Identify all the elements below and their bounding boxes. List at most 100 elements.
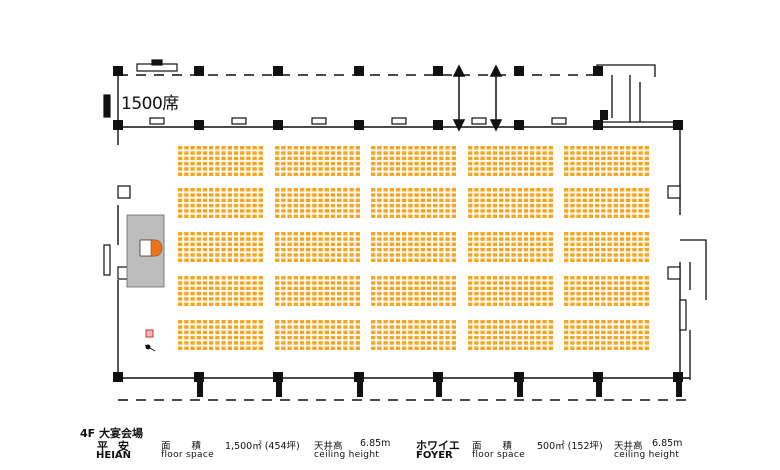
seat xyxy=(355,276,360,280)
seat xyxy=(420,214,425,218)
seat xyxy=(178,286,183,291)
seat xyxy=(523,286,529,291)
seat xyxy=(523,297,529,301)
seat xyxy=(233,151,239,155)
seat xyxy=(306,237,311,241)
seat-block xyxy=(468,232,553,262)
seat xyxy=(595,232,600,236)
seat xyxy=(293,276,298,280)
seat xyxy=(371,302,376,306)
seat xyxy=(312,253,317,257)
seat xyxy=(337,341,342,345)
seat xyxy=(389,209,394,213)
seat xyxy=(523,214,529,218)
seat xyxy=(564,286,569,291)
seat xyxy=(324,161,329,166)
seat xyxy=(389,286,394,291)
seat xyxy=(570,286,575,291)
seat xyxy=(330,341,336,345)
seat xyxy=(202,198,208,203)
seat xyxy=(258,341,263,345)
seat-block xyxy=(178,320,263,350)
seat xyxy=(468,346,473,350)
seat xyxy=(542,325,547,329)
seat xyxy=(299,193,305,197)
seat xyxy=(426,276,432,280)
seat xyxy=(517,297,522,301)
seat xyxy=(389,281,394,285)
seat xyxy=(474,214,479,218)
seat xyxy=(588,346,594,350)
seat xyxy=(492,161,498,166)
seat xyxy=(209,156,214,161)
seat xyxy=(474,297,479,301)
seat xyxy=(383,346,388,350)
seat xyxy=(408,198,413,203)
seat xyxy=(299,286,305,291)
seat xyxy=(312,242,317,247)
seat xyxy=(530,188,535,192)
seat xyxy=(246,167,251,171)
seat xyxy=(337,325,342,329)
seat xyxy=(523,335,529,340)
seat xyxy=(299,198,305,203)
seat xyxy=(209,167,214,171)
seat xyxy=(499,330,504,335)
seat xyxy=(582,286,587,291)
seat xyxy=(281,161,286,166)
seat xyxy=(215,214,220,218)
seat xyxy=(402,276,407,280)
seat xyxy=(233,172,239,176)
seat xyxy=(233,193,239,197)
seat xyxy=(576,209,581,213)
seat xyxy=(576,335,581,340)
seat xyxy=(613,214,618,218)
seat xyxy=(468,291,473,296)
seat xyxy=(184,330,189,335)
seat xyxy=(281,302,286,306)
seat xyxy=(638,172,643,176)
seat xyxy=(221,281,226,285)
seat xyxy=(293,335,298,340)
seat xyxy=(564,242,569,247)
seat xyxy=(240,258,245,262)
seat xyxy=(548,161,553,166)
seat xyxy=(480,320,485,324)
seat xyxy=(293,198,298,203)
seat xyxy=(355,258,360,262)
seat xyxy=(190,167,195,171)
seat xyxy=(414,156,419,161)
seat xyxy=(355,146,360,150)
seat-block xyxy=(564,232,649,262)
seat xyxy=(638,232,643,236)
seat xyxy=(318,209,323,213)
seat xyxy=(439,209,444,213)
seat xyxy=(299,335,305,340)
seat xyxy=(312,341,317,345)
seat xyxy=(632,302,637,306)
seat xyxy=(293,330,298,335)
seat xyxy=(445,302,450,306)
seat xyxy=(178,253,183,257)
seat xyxy=(536,291,541,296)
seat xyxy=(209,203,214,208)
seat xyxy=(644,203,649,208)
seat xyxy=(564,237,569,241)
seat xyxy=(246,146,251,150)
seat xyxy=(312,146,317,150)
seat xyxy=(258,198,263,203)
seat xyxy=(287,146,292,150)
seat xyxy=(377,330,382,335)
seat xyxy=(233,346,239,350)
seat xyxy=(492,302,498,306)
seat xyxy=(349,346,354,350)
seat xyxy=(632,188,637,192)
seat xyxy=(426,188,432,192)
seat xyxy=(420,203,425,208)
seat xyxy=(215,172,220,176)
seat xyxy=(184,341,189,345)
seat xyxy=(468,161,473,166)
seat xyxy=(184,156,189,161)
seat xyxy=(343,276,348,280)
seat xyxy=(287,330,292,335)
